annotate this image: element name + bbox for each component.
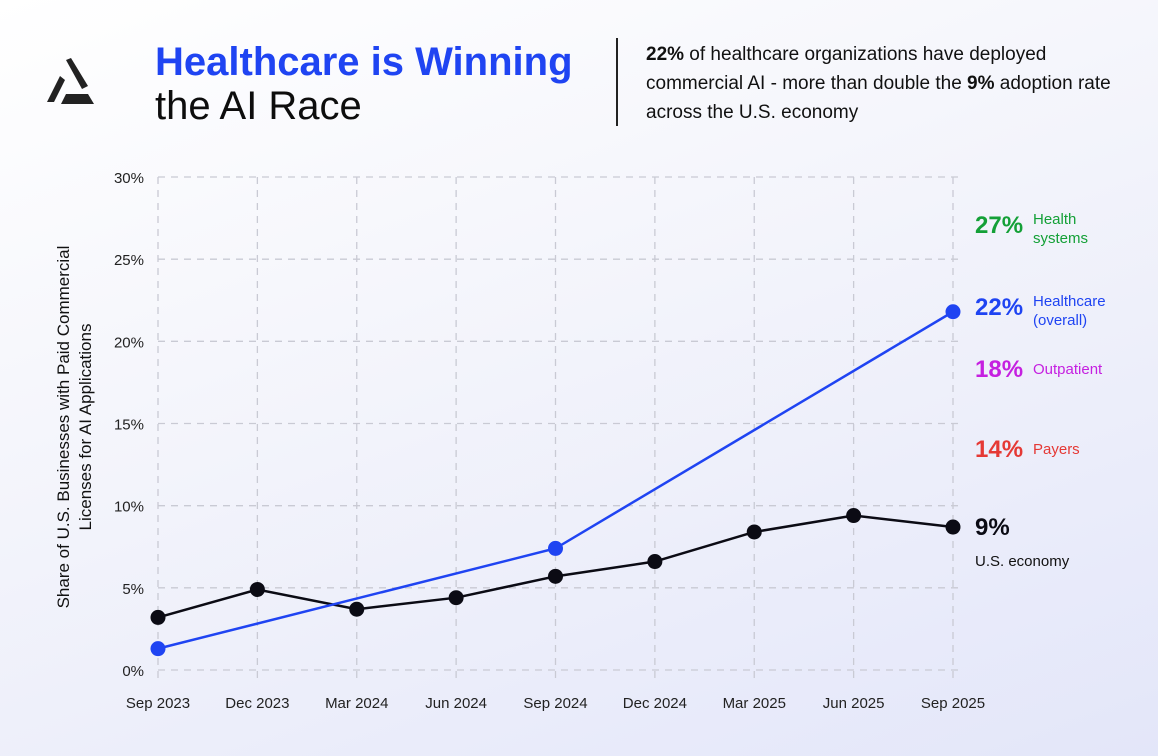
- y-tick-label: 20%: [114, 334, 144, 351]
- annotation-health-systems: 27% Health systems: [975, 211, 1113, 248]
- annotation-value: 27%: [975, 212, 1024, 239]
- title-line-1: Healthcare is Winning: [155, 40, 573, 84]
- data-point: [150, 609, 166, 625]
- summary-stat-2: 9%: [967, 73, 995, 94]
- title-line-2: the AI Race: [155, 84, 362, 128]
- x-tick-label: Sep 2023: [126, 695, 190, 712]
- data-point: [647, 554, 663, 570]
- summary-part-2: adoption rate across the U.S. economy: [646, 73, 1111, 123]
- page-title: Healthcare is Winning the AI Race: [155, 40, 573, 128]
- annotation-label: Outpatient: [1033, 361, 1103, 378]
- x-tick-label: Dec 2023: [225, 695, 289, 712]
- data-point: [150, 641, 166, 657]
- x-tick-label: Dec 2024: [623, 695, 687, 712]
- brand-logo: [47, 58, 94, 104]
- annotation-label: U.S. economy: [975, 553, 1070, 570]
- summary-stat-1: 22%: [646, 44, 685, 65]
- annotation-value: 18%: [975, 356, 1024, 383]
- x-tick-label: Mar 2025: [723, 695, 786, 712]
- data-point: [349, 601, 365, 617]
- x-tick-label: Jun 2025: [823, 695, 885, 712]
- y-tick-label: 30%: [114, 170, 144, 187]
- y-tick-label: 15%: [114, 417, 144, 434]
- annotation-payers: 14% Payers: [975, 436, 1080, 464]
- y-tick-label: 0%: [122, 663, 144, 680]
- x-tick-label: Mar 2024: [325, 695, 388, 712]
- data-point: [746, 524, 762, 540]
- data-point: [548, 568, 563, 584]
- y-axis-label: Share of U.S. Businesses with Paid Comme…: [54, 245, 95, 609]
- annotation-u-s-economy: 9% U.S. economy: [975, 514, 1069, 571]
- annotation-value: 14%: [975, 436, 1024, 463]
- header-divider: [616, 38, 618, 126]
- data-point: [249, 581, 265, 597]
- annotation-healthcare-overall-: 22% Healthcare (overall): [975, 293, 1113, 330]
- data-point: [846, 508, 862, 524]
- annotation-label: Health systems: [1033, 211, 1089, 247]
- annotation-value: 22%: [975, 294, 1024, 321]
- x-tick-label: Sep 2024: [523, 695, 587, 712]
- summary-text: 22% of healthcare organizations have dep…: [646, 40, 1126, 127]
- x-tick-label: Sep 2025: [921, 695, 985, 712]
- y-tick-label: 5%: [122, 581, 144, 598]
- y-tick-label: 10%: [114, 499, 144, 516]
- annotation-outpatient: 18% Outpatient: [975, 356, 1102, 384]
- y-tick-label: 25%: [114, 252, 144, 269]
- annotation-value: 9%: [975, 514, 1010, 541]
- annotation-label: Healthcare (overall): [1033, 293, 1106, 329]
- data-point: [945, 519, 961, 535]
- data-point: [548, 540, 563, 556]
- summary-part-1: of healthcare organizations have deploye…: [646, 44, 1047, 94]
- x-tick-label: Jun 2024: [425, 695, 487, 712]
- data-point: [945, 304, 961, 320]
- annotation-label: Payers: [1033, 441, 1080, 458]
- data-point: [448, 590, 464, 606]
